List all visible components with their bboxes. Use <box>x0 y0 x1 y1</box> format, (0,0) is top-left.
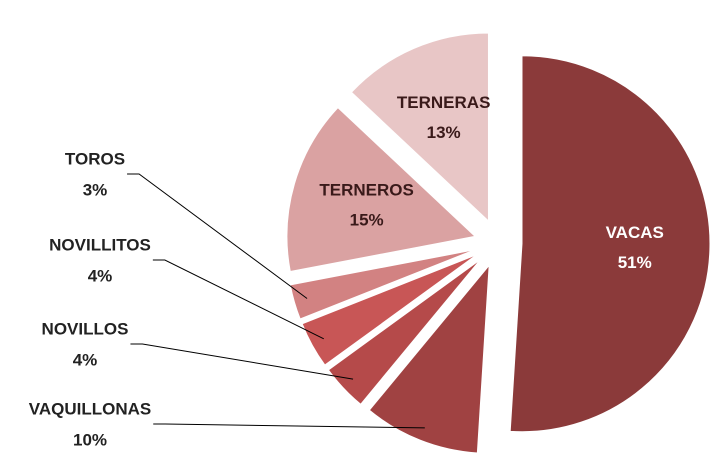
pie-slice <box>368 263 490 454</box>
slice-label: TERNERAS <box>397 93 491 112</box>
pie-slice <box>327 259 481 405</box>
pie-slice <box>286 106 477 273</box>
slice-label: TOROS <box>65 149 125 168</box>
pie-slice <box>301 254 478 366</box>
slice-value: 4% <box>73 350 98 369</box>
leader-line <box>130 343 354 380</box>
slice-label: NOVILLOS <box>42 319 129 338</box>
slice-value: 4% <box>88 266 113 285</box>
pie-slice <box>350 32 489 223</box>
leader-line <box>127 173 308 299</box>
leader-line <box>153 423 425 429</box>
slice-label: NOVILLITOS <box>49 235 151 254</box>
slice-value: 10% <box>73 430 107 449</box>
slice-value: 51% <box>618 253 652 272</box>
slice-label: TERNEROS <box>319 180 413 199</box>
slice-value: 13% <box>427 123 461 142</box>
slice-label: VAQUILLONAS <box>29 399 151 418</box>
pie-slice <box>289 249 476 320</box>
slice-value: 15% <box>350 210 384 229</box>
leader-line <box>152 259 324 340</box>
slice-label: VACAS <box>606 223 664 242</box>
slice-value: 3% <box>83 180 108 199</box>
pie-slice <box>509 55 711 433</box>
